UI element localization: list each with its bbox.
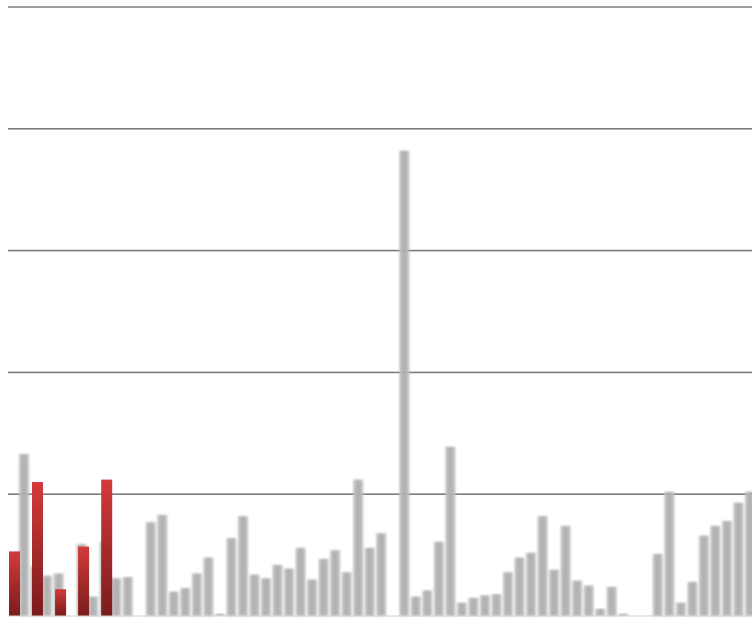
bar-series-2-55 (652, 553, 663, 616)
bar-series-2-40 (480, 595, 490, 616)
bar-series-2-61 (722, 521, 732, 616)
bar-series-2-12 (157, 514, 168, 616)
bar-series-2-27 (330, 550, 341, 616)
bar-series-2-17 (214, 613, 225, 616)
bar-series-2-28 (341, 572, 352, 616)
bar-series-2-25 (307, 579, 318, 616)
bar-series-1-2 (32, 482, 43, 616)
bar-series-2-6 (88, 596, 99, 616)
bar-series-2-60 (710, 525, 721, 616)
bar-series-2-13 (168, 591, 179, 616)
bar-series-2-9 (122, 577, 133, 616)
bar-series-2-49 (583, 585, 594, 616)
bar-series-2-37 (445, 446, 456, 616)
bar-series-2-45 (537, 516, 548, 616)
bar-series-2-33 (399, 150, 410, 616)
bar-series-2-50 (595, 608, 606, 616)
bar-series-2-62 (733, 502, 744, 616)
bar-series-2-31 (376, 533, 387, 616)
bar-series-2-42 (503, 572, 513, 616)
bar-series-2-11 (145, 522, 156, 616)
bar-series-2-59 (698, 535, 709, 616)
bar-series-2-57 (675, 602, 686, 616)
bar-series-2-36 (433, 541, 444, 616)
bar-series-2-63 (745, 491, 752, 616)
bar-series-2-8 (111, 578, 122, 616)
bar-series-2-34 (410, 596, 421, 616)
bar-series-2-23 (284, 568, 294, 616)
bar-series-2-51 (606, 586, 617, 616)
bar-series-2-19 (238, 516, 248, 616)
bar-series-2-47 (560, 525, 571, 616)
bar-series-2-56 (664, 491, 675, 616)
bar-series-2-15 (191, 573, 202, 616)
bar-series-1-8 (101, 479, 113, 616)
bar-series-2-20 (249, 574, 260, 616)
bar-series-2-2 (42, 575, 52, 616)
bar-series-2-43 (514, 557, 525, 616)
bar-series-2-30 (364, 547, 375, 616)
bar-series-2-39 (468, 597, 479, 616)
bar-series-2-22 (272, 564, 283, 616)
bar-series-2-14 (180, 588, 191, 616)
bar-series-2-46 (549, 569, 560, 616)
bar-series-2-41 (491, 594, 502, 616)
series-2-bars (19, 150, 752, 616)
bar-series-2-24 (295, 547, 306, 616)
gridlines (8, 6, 752, 496)
bar-series-2-52 (618, 613, 629, 616)
bar-series-2-48 (572, 580, 583, 616)
bar-series-2-18 (226, 538, 237, 616)
bar-series-2-38 (456, 602, 467, 616)
bar-series-2-16 (203, 557, 214, 616)
bar-series-1-0 (9, 551, 20, 616)
series-1-bars (9, 479, 113, 616)
bar-series-2-44 (526, 552, 536, 616)
bar-series-2-21 (261, 578, 271, 616)
bar-series-2-35 (422, 590, 433, 616)
bar-series-2-0 (19, 454, 29, 616)
bar-series-2-26 (318, 558, 329, 616)
bar-series-1-4 (55, 589, 67, 616)
bar-series-2-29 (353, 479, 364, 616)
bar-series-2-58 (687, 581, 698, 616)
bar-series-1-6 (78, 546, 90, 616)
